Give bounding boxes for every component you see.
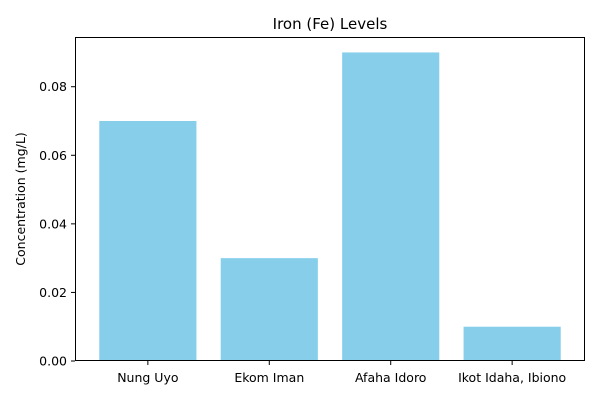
bar-1 — [220, 258, 318, 361]
y-tick-label: 0.00 — [39, 354, 67, 369]
y-tick-label: 0.06 — [39, 148, 67, 163]
x-tick-label: Afaha Idoro — [355, 370, 427, 385]
plot-frame — [75, 37, 585, 361]
bar-0 — [99, 121, 197, 361]
y-tick-label: 0.04 — [39, 216, 67, 231]
x-tick-label: Ekom Iman — [234, 370, 304, 385]
y-axis-label: Concentration (mg/L) — [13, 132, 28, 265]
x-tick-label: Ikot Idaha, Ibiono — [458, 370, 566, 385]
y-tick-label: 0.02 — [39, 285, 67, 300]
x-tick-label: Nung Uyo — [117, 370, 178, 385]
y-ticks-group: 0.00 0.02 0.04 0.06 0.08 — [39, 79, 75, 369]
chart-title: Iron (Fe) Levels — [273, 15, 388, 33]
bar-2 — [342, 52, 440, 362]
x-ticks-group: Nung Uyo Ekom Iman Afaha Idoro Ikot Idaha, … — [117, 361, 566, 385]
bar-3 — [463, 326, 561, 361]
y-tick-label: 0.08 — [39, 79, 67, 94]
bars-group — [99, 52, 561, 362]
